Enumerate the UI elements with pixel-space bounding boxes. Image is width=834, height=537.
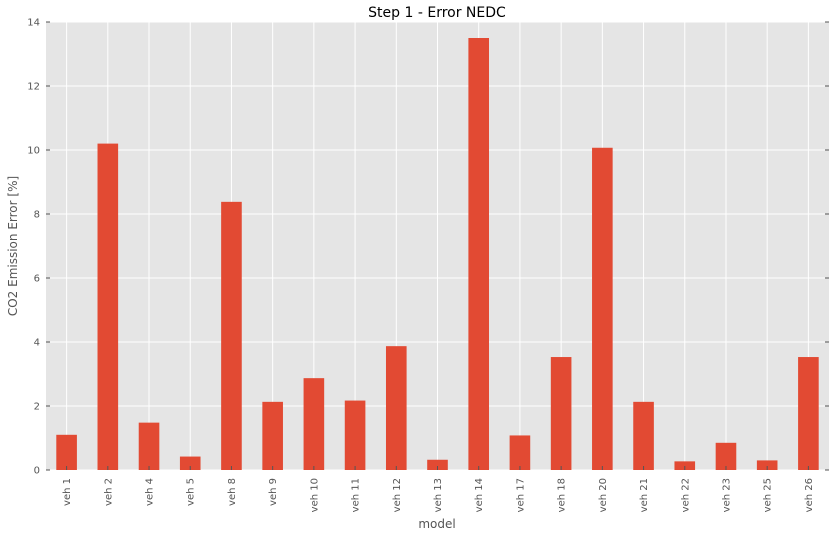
chart-title: Step 1 - Error NEDC <box>368 5 506 21</box>
x-tick-label: veh 5 <box>186 478 197 506</box>
y-tick-label: 6 <box>34 274 40 285</box>
bar-veh-4 <box>138 422 160 470</box>
x-tick-label: veh 21 <box>639 478 650 512</box>
x-tick-label: veh 17 <box>515 478 526 512</box>
bar-veh-5 <box>179 456 201 470</box>
y-tick-label: 8 <box>34 210 40 221</box>
x-tick-label: veh 25 <box>763 478 774 512</box>
y-tick-label: 2 <box>34 402 40 413</box>
x-tick-label: veh 9 <box>268 478 279 506</box>
bar-veh-23 <box>715 442 737 470</box>
x-tick-label: veh 13 <box>433 478 444 512</box>
x-axis-ticks: veh 1 veh 2 veh 4 veh 5 veh 8 veh 9 veh 10 veh … <box>62 466 815 512</box>
bar-veh-20 <box>592 147 613 470</box>
y-axis-label: CO2 Emission Error [%] <box>6 176 20 316</box>
x-tick-label: veh 20 <box>598 478 609 512</box>
bar-veh-8 <box>221 201 242 470</box>
y-tick-label: 12 <box>27 82 40 93</box>
x-tick-label: veh 23 <box>721 478 732 512</box>
bar-veh-10 <box>303 378 325 470</box>
bar-veh-13 <box>427 459 448 470</box>
bar-veh-12 <box>385 346 407 470</box>
bar-veh-1 <box>56 434 77 470</box>
bar-veh-26 <box>798 357 819 470</box>
bars <box>56 38 819 470</box>
x-tick-label: veh 1 <box>62 478 73 506</box>
bar-veh-22 <box>674 461 696 470</box>
bar-veh-14 <box>468 38 490 470</box>
bar-veh-18 <box>550 357 572 470</box>
y-tick-label: 14 <box>27 18 40 29</box>
x-tick-label: veh 26 <box>804 478 815 512</box>
x-tick-label: veh 11 <box>351 478 362 512</box>
bar-veh-21 <box>633 401 654 470</box>
y-tick-label: 10 <box>27 146 40 157</box>
bar-veh-9 <box>262 401 283 470</box>
x-axis-label: model <box>418 517 455 531</box>
y-axis-ticks: 0 2 4 6 8 10 12 14 <box>27 18 829 477</box>
x-tick-label: veh 14 <box>474 478 485 512</box>
x-tick-label: veh 8 <box>227 478 238 506</box>
x-tick-label: veh 10 <box>309 478 320 512</box>
bar-veh-2 <box>97 143 119 470</box>
y-tick-label: 0 <box>34 466 40 477</box>
x-tick-label: veh 2 <box>103 478 114 506</box>
bar-veh-11 <box>344 400 366 470</box>
y-tick-label: 4 <box>34 338 40 349</box>
bar-veh-25 <box>756 460 778 470</box>
bar-veh-17 <box>509 435 531 470</box>
x-tick-label: veh 4 <box>145 478 156 506</box>
x-tick-label: veh 22 <box>680 478 691 512</box>
x-tick-label: veh 18 <box>557 478 568 512</box>
x-tick-label: veh 12 <box>392 478 403 512</box>
